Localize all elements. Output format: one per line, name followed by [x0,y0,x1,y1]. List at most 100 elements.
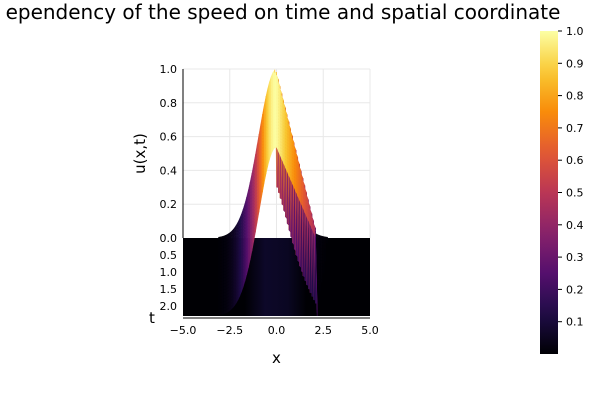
surface-patch [318,272,321,277]
surface-patch [322,260,325,265]
surface-patch [218,290,221,295]
surface-patch [218,287,221,292]
surface-patch [322,245,325,250]
surface-patch [218,281,221,286]
t-tick-label: 2.0 [160,300,178,313]
surface-mesh [183,69,370,317]
surface-patch [324,254,327,259]
surface-patch [218,308,221,313]
t-tick-label: 1.0 [160,266,178,279]
surface-patch [218,278,221,283]
colorbar-tick-label: 0.4 [566,219,584,232]
surface-patch [320,269,323,274]
surface-patch [324,257,327,262]
surface-patch [324,236,327,241]
colorbar-tick-label: 0.8 [566,90,584,103]
surface-patch [218,269,221,274]
surface-patch [218,272,221,277]
surface-patch [322,266,325,271]
surface-patch [316,281,320,286]
z-axis-label: u(x,t) [131,133,149,174]
surface-patch [318,281,321,286]
surface-patch [218,260,221,265]
x-tick-label: 0.0 [268,324,286,337]
colorbar-tick-label: 0.1 [566,316,584,329]
surface-patch [218,275,221,280]
t-axis-label: t [149,309,155,327]
colorbar-tick-label: 0.3 [566,251,584,264]
surface-patch [218,305,221,310]
chart-title: ependency of the speed on time and spati… [6,0,561,24]
surface-patch [318,278,321,283]
surface-patch [322,254,325,259]
surface-patch [320,266,323,271]
surface-patch [221,310,224,315]
z-tick-label: 0.6 [160,131,178,144]
colorbar-tick-label: 1.0 [566,25,584,38]
colorbar-tick-label: 0.9 [566,57,584,70]
colorbar-tick-label: 0.7 [566,122,584,135]
surface-patch [320,275,323,280]
surface-patch [325,239,328,244]
surface-patch [318,287,321,292]
x-tick-label: −2.5 [216,324,243,337]
surface-patch [316,284,320,289]
surface-patch [218,311,221,316]
surface-patch [274,143,277,148]
surface-patch [324,242,327,247]
surface-patch [218,251,221,256]
surface-patch [218,284,221,289]
surface-patch [322,251,325,256]
z-tick-label: 1.0 [160,63,178,76]
surface-patch [218,263,221,268]
surface-patch [219,311,223,316]
x-axis-label: x [272,349,281,367]
surface-patch [322,257,325,262]
axes: 0.2 0.4 0.6 0.8 1.0 0.0 0.5 1.0 1.5 2.0 −5.0 −2.5 0.… [160,63,379,337]
surface-patch [320,272,323,277]
colorbar-tick-label: 0.2 [566,283,584,296]
surface-patch [218,296,221,301]
z-tick-label: 0.4 [160,164,178,177]
x-tick-label: 5.0 [361,324,379,337]
surface-patch [318,275,321,280]
surface-patch [324,239,327,244]
surface-patch [218,266,221,271]
surface-patch [218,302,221,307]
surface-patch [218,293,221,298]
x-tick-label: 2.5 [315,324,333,337]
surface-patch [324,245,327,250]
surface-patch [218,245,221,250]
surface-patch [325,236,328,241]
surface-patch [315,233,318,317]
surface-patch [324,248,327,253]
surface-patch [320,257,323,262]
colorbar-bar [540,31,558,354]
surface-patch [324,251,327,256]
surface-patch [316,287,320,292]
x-tick-label: −5.0 [170,324,197,337]
z-tick-label: 0.2 [160,198,178,211]
surface-patch [218,257,221,262]
surface-patch [318,284,321,289]
surface-patch [316,290,320,295]
t-tick-label: 0.0 [160,232,178,245]
colorbar-tick-label: 0.6 [566,154,584,167]
surface-patch [218,254,221,259]
surface-patch [316,271,320,276]
colorbar: 0.1 0.2 0.3 0.4 0.5 0.6 0.7 0.8 0.9 1.0 [540,25,584,354]
surface-patch [218,239,221,244]
surface-patch [316,278,320,283]
surface-patch [318,269,321,274]
surface-patch [322,269,325,274]
surface-floor [183,238,370,316]
surface-patch [322,248,325,253]
surface-patch [218,248,221,253]
surface-patch [218,242,221,247]
surface-patch [320,278,323,283]
surface-patch [225,309,228,314]
colorbar-tick-label: 0.5 [566,187,584,200]
t-tick-label: 1.5 [160,283,178,296]
